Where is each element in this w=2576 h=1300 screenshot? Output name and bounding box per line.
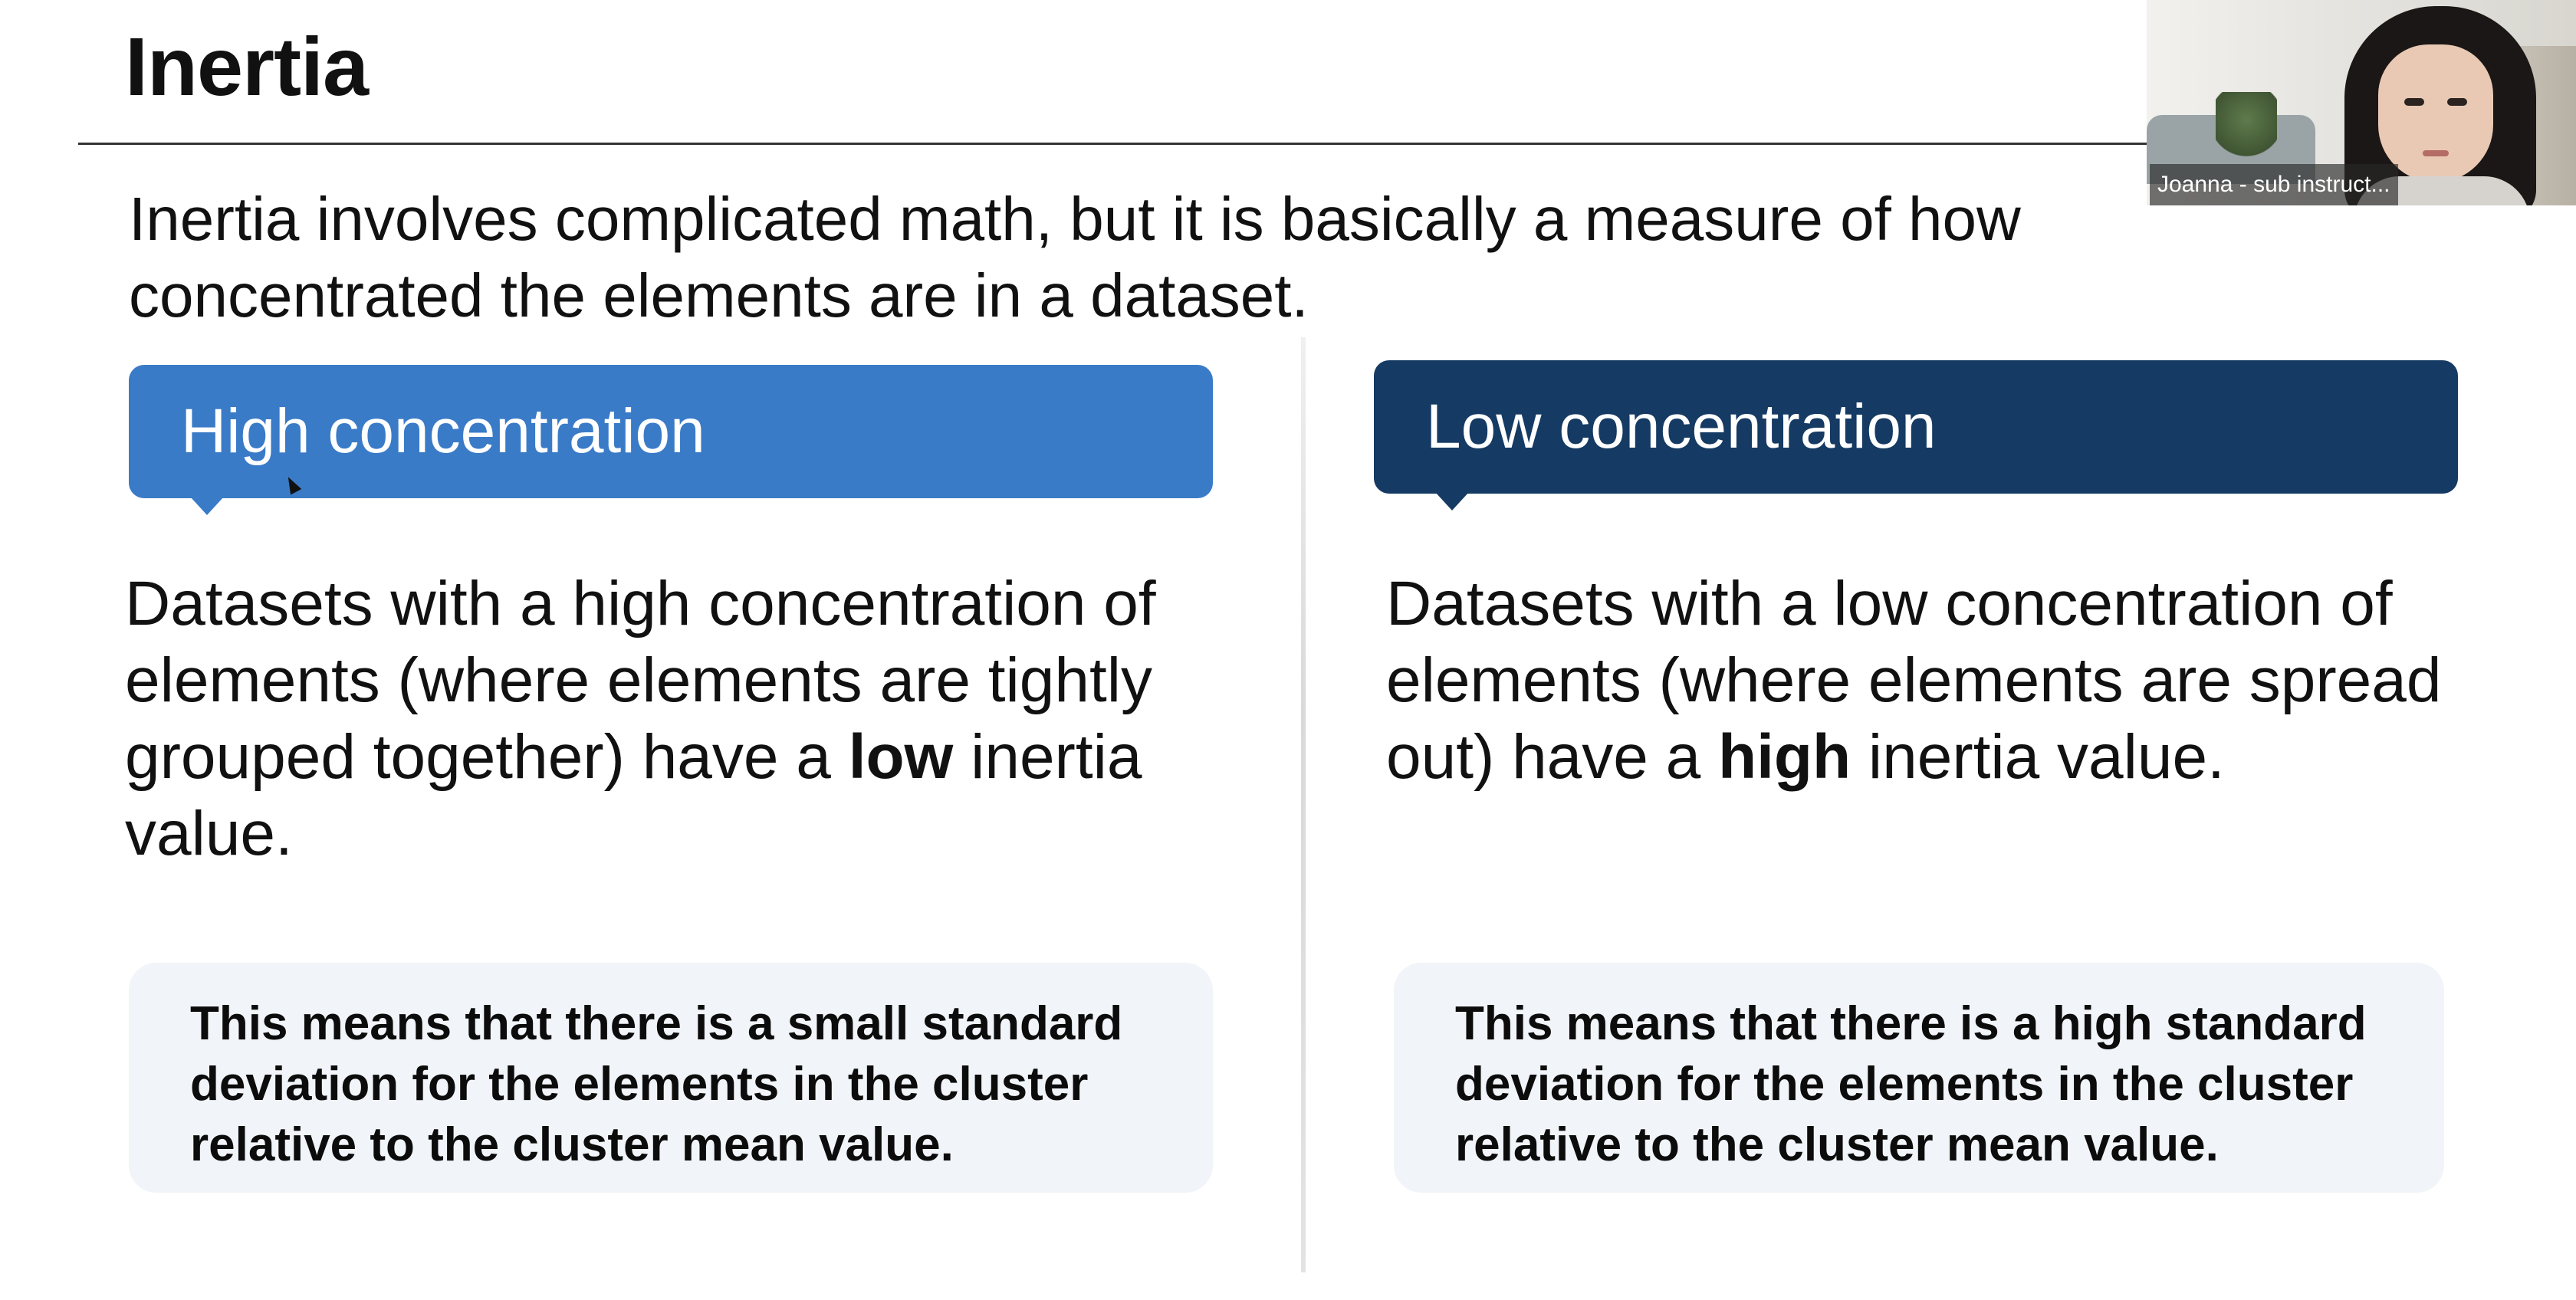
low-concentration-note: This means that there is a high standard… — [1394, 963, 2444, 1193]
high-concentration-bold-word: low — [848, 722, 954, 792]
slide-intro: Inertia involves complicated math, but i… — [129, 185, 2021, 330]
participant-name-label: Joanna - sub instruct... — [2150, 164, 2398, 205]
high-concentration-note: This means that there is a small standar… — [129, 963, 1213, 1193]
low-concentration-header: Low concentration — [1374, 360, 2458, 510]
webcam-plant — [2216, 92, 2277, 161]
slide-title: Inertia — [125, 20, 369, 113]
column-divider — [1301, 337, 1306, 1272]
title-divider — [78, 143, 2148, 145]
high-concentration-text-post: inertia value. — [125, 722, 1142, 868]
high-concentration-text-pre: Datasets with a high concentration of el… — [125, 569, 1156, 792]
low-concentration-text-post: inertia value. — [1851, 722, 2225, 792]
low-concentration-text-pre: Datasets with a low concentration of ele… — [1386, 569, 2442, 792]
webcam-person-mouth — [2423, 150, 2449, 156]
webcam-person-eye — [2404, 98, 2424, 106]
webcam-person-eye — [2447, 98, 2467, 106]
high-concentration-description: Datasets with a high concentration of el… — [125, 566, 1214, 872]
webcam-person-face — [2378, 44, 2493, 182]
high-concentration-header: High concentration — [129, 365, 1213, 515]
low-concentration-bold-word: high — [1718, 722, 1852, 792]
low-concentration-description: Datasets with a low concentration of ele… — [1386, 566, 2490, 796]
